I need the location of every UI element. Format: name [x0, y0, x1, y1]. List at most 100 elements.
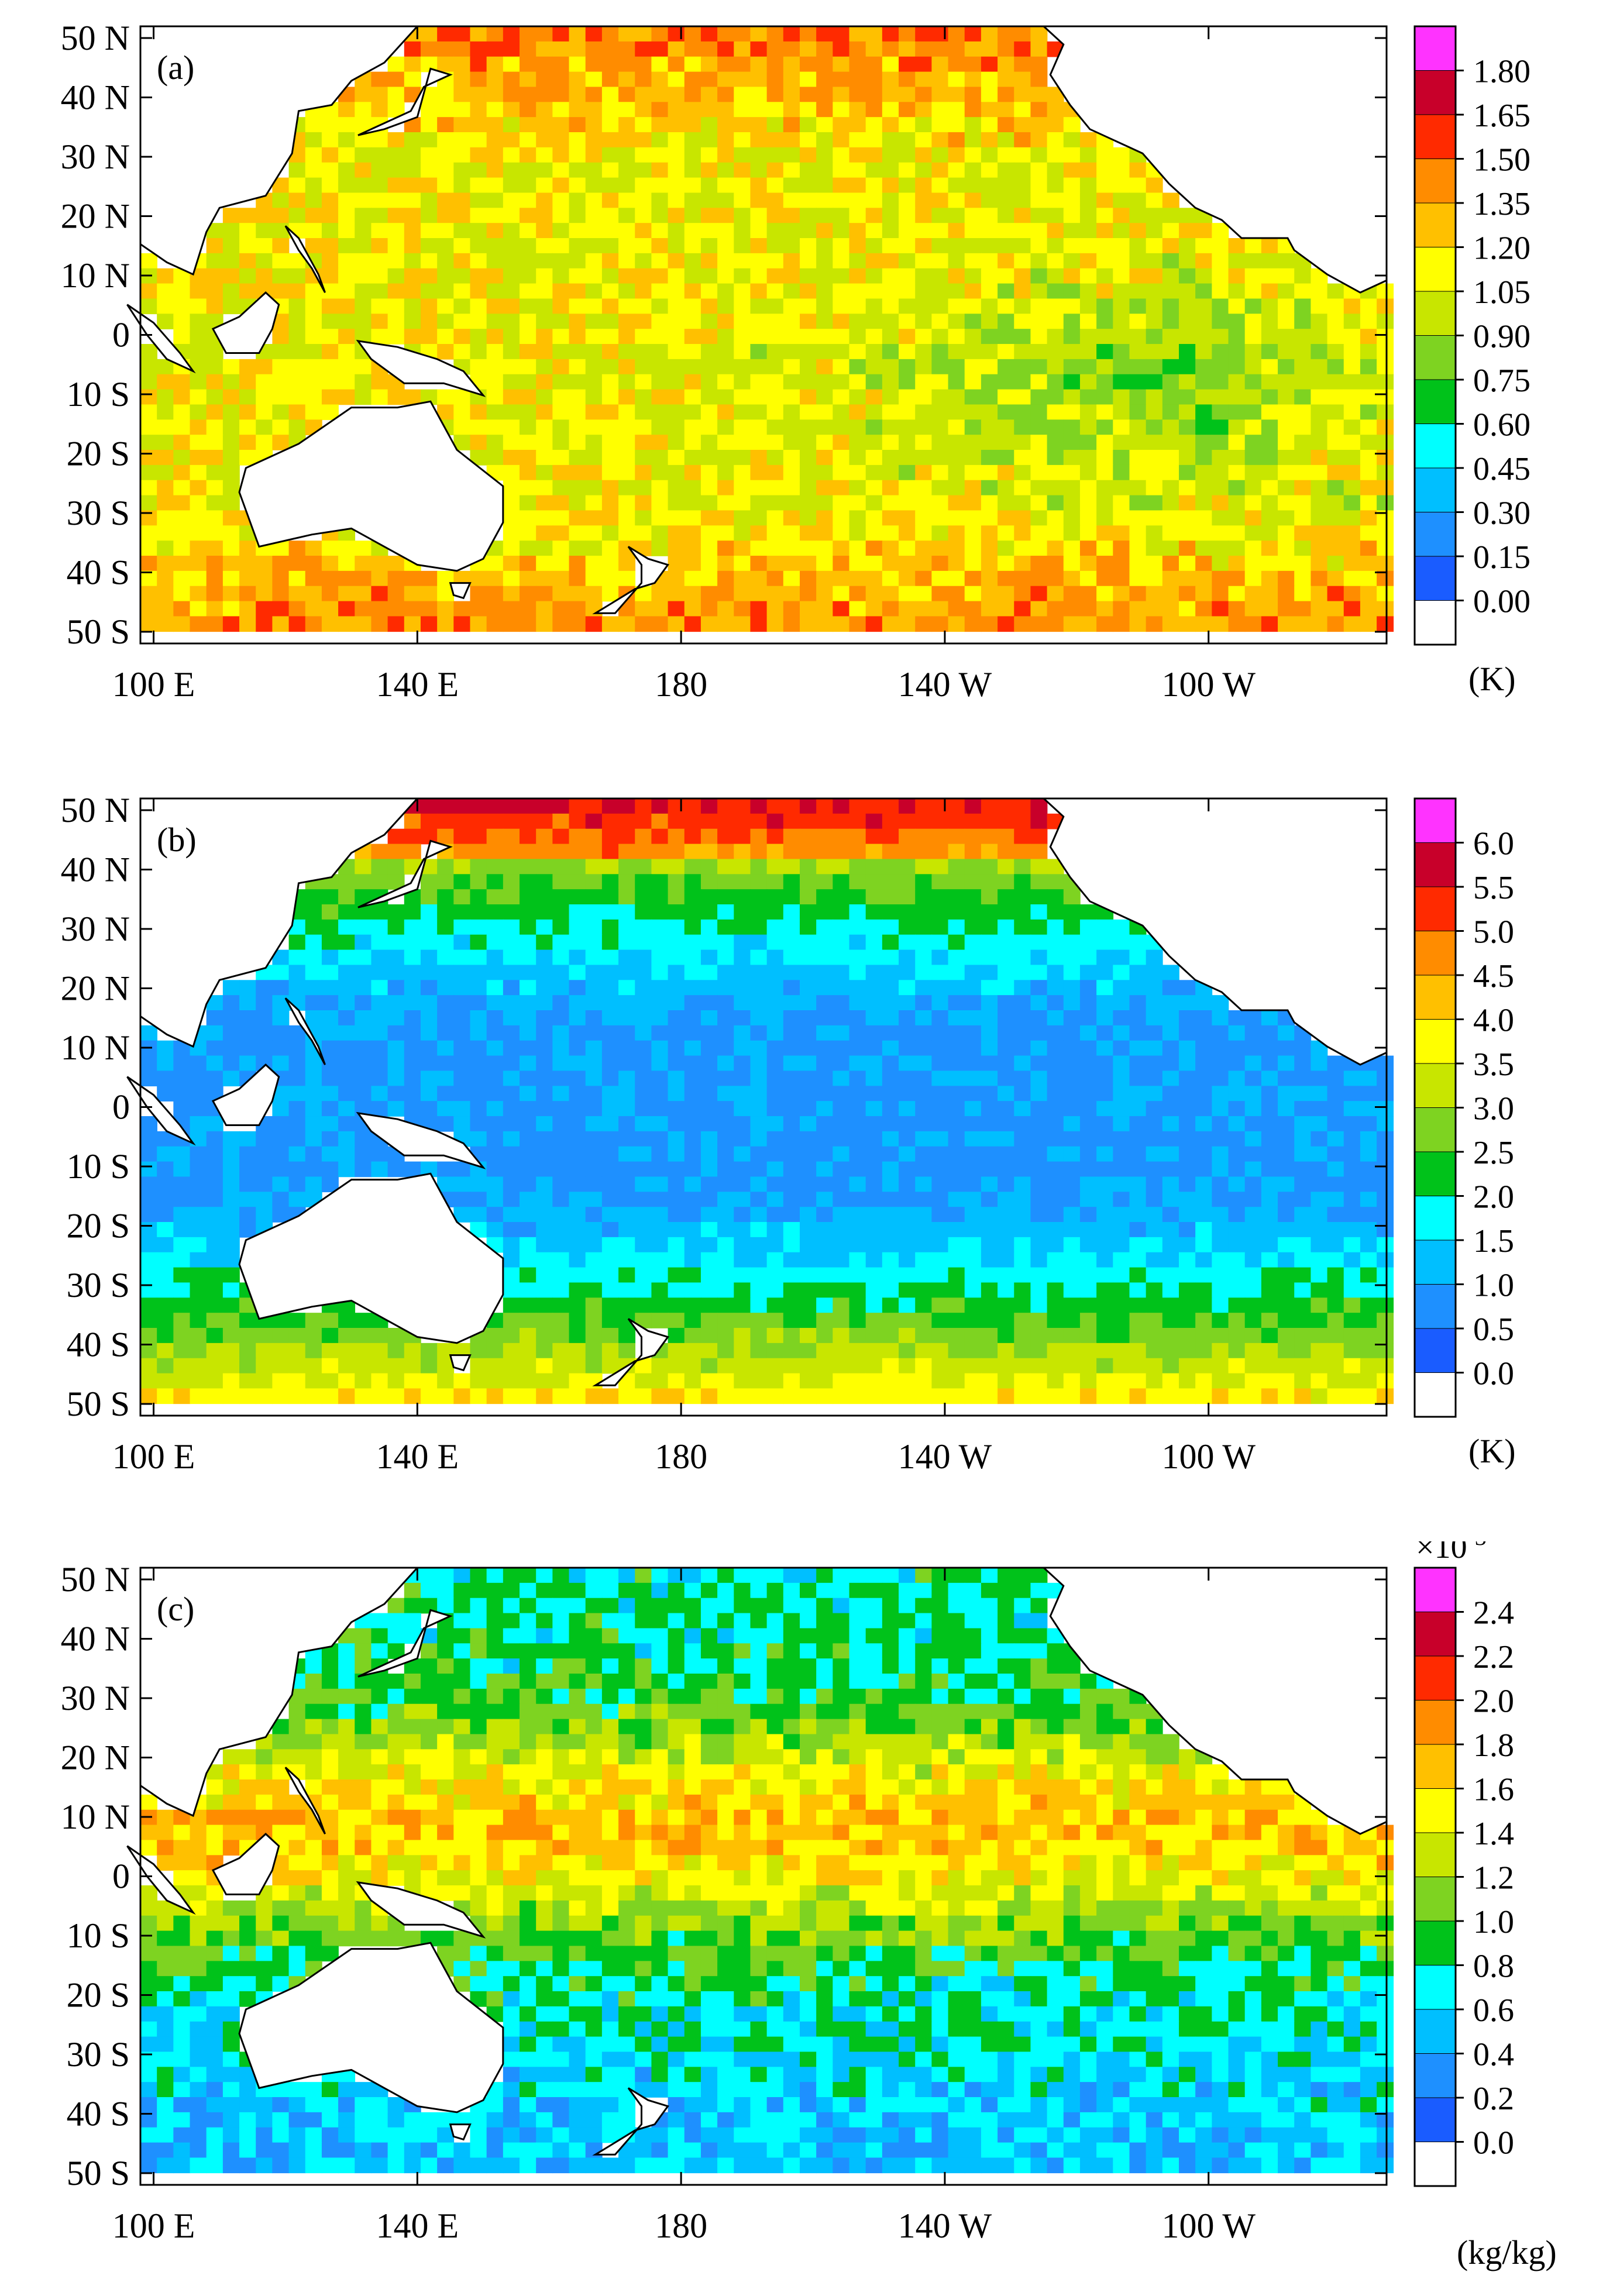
map-grid-cell	[1360, 556, 1377, 572]
map-grid-cell	[651, 1070, 668, 1086]
map-grid-cell	[586, 298, 603, 314]
colorbar-tick-label: 1.35	[1473, 186, 1530, 222]
map-grid-cell	[800, 1070, 817, 1086]
map-grid-cell	[1311, 329, 1327, 345]
map-grid-cell	[1113, 1343, 1130, 1359]
map-grid-cell	[355, 1056, 372, 1072]
map-grid-cell	[882, 329, 899, 345]
map-grid-cell	[1360, 1162, 1377, 1178]
map-grid-cell	[1179, 1282, 1196, 1298]
map-grid-cell	[1162, 1252, 1179, 1268]
colorbar-tick-label: 1.20	[1473, 230, 1530, 267]
map-grid-cell	[437, 132, 454, 148]
map-grid-cell	[981, 935, 998, 951]
map-grid-cell	[503, 904, 520, 920]
map-grid-cell	[685, 920, 701, 935]
map-grid-cell	[190, 541, 207, 556]
map-grid-cell	[1047, 284, 1064, 300]
map-grid-cell	[1080, 435, 1097, 450]
map-grid-cell	[602, 814, 619, 829]
map-grid-cell	[355, 390, 372, 405]
map-grid-cell	[1064, 284, 1081, 300]
map-grid-cell	[569, 1010, 586, 1026]
map-grid-cell	[833, 26, 849, 42]
map-grid-cell	[668, 1252, 685, 1268]
map-grid-cell	[899, 571, 916, 587]
map-grid-cell	[453, 829, 470, 845]
map-grid-cell	[1030, 541, 1047, 556]
map-grid-cell	[289, 284, 306, 300]
map-grid-cell	[1179, 1252, 1196, 1268]
map-grid-cell	[783, 935, 800, 951]
map-grid-cell	[371, 904, 388, 920]
map-grid-cell	[503, 1086, 520, 1101]
map-grid-cell	[536, 1374, 553, 1389]
map-grid-cell	[569, 102, 586, 118]
map-grid-cell	[371, 147, 388, 163]
map-grid-cell	[981, 950, 998, 966]
map-grid-cell	[750, 419, 767, 435]
map-grid-cell	[1030, 586, 1047, 602]
map-grid-cell	[140, 1358, 157, 1374]
map-grid-cell	[190, 1328, 207, 1344]
map-grid-cell	[1377, 601, 1394, 617]
map-grid-cell	[866, 435, 883, 450]
map-grid-cell	[388, 1010, 405, 1026]
map-grid-cell	[338, 1358, 355, 1374]
map-grid-cell	[1212, 1041, 1229, 1056]
map-grid-cell	[520, 798, 536, 814]
map-grid-cell	[899, 178, 916, 194]
map-grid-cell	[223, 525, 240, 541]
map-grid-cell	[618, 980, 635, 996]
map-grid-cell	[305, 178, 322, 194]
map-grid-cell	[1064, 950, 1081, 966]
map-grid-cell	[1080, 616, 1097, 632]
map-grid-cell	[586, 1313, 603, 1328]
map-grid-cell	[866, 571, 883, 587]
map-grid-cell	[190, 1147, 207, 1162]
map-grid-cell	[157, 525, 174, 541]
map-grid-cell	[322, 889, 339, 905]
map-grid-cell	[833, 117, 849, 133]
map-grid-cell	[685, 238, 701, 254]
map-grid-cell	[816, 359, 833, 375]
map-grid-cell	[915, 1237, 932, 1253]
map-grid-cell	[173, 284, 190, 300]
map-grid-cell	[998, 298, 1014, 314]
map-grid-cell	[899, 889, 916, 905]
map-grid-cell	[322, 556, 339, 572]
map-grid-cell	[322, 1358, 339, 1374]
map-grid-cell	[569, 253, 586, 269]
map-grid-cell	[421, 1025, 438, 1041]
map-grid-cell	[668, 344, 685, 360]
map-grid-cell	[223, 1207, 240, 1223]
map-grid-cell	[190, 1070, 207, 1086]
map-grid-cell	[388, 223, 405, 239]
map-grid-cell	[1212, 995, 1229, 1011]
map-grid-cell	[734, 72, 751, 88]
map-grid-cell	[1360, 510, 1377, 526]
map-grid-cell	[651, 1147, 668, 1162]
map-grid-cell	[602, 616, 619, 632]
map-grid-cell	[1311, 284, 1327, 300]
map-grid-cell	[157, 450, 174, 466]
map-grid-cell	[1195, 1313, 1212, 1328]
map-grid-cell	[635, 980, 652, 996]
map-grid-cell	[767, 102, 784, 118]
map-grid-cell	[899, 829, 916, 845]
map-grid-cell	[602, 844, 619, 860]
map-grid-cell	[453, 1010, 470, 1026]
map-grid-cell	[1162, 329, 1179, 345]
lat-label: 30 S	[67, 494, 130, 532]
map-grid-cell	[239, 208, 256, 223]
map-grid-cell	[1162, 192, 1179, 208]
map-grid-cell	[998, 1207, 1014, 1223]
map-grid-cell	[685, 859, 701, 875]
map-grid-cell	[618, 465, 635, 481]
map-grid-cell	[404, 223, 421, 239]
map-grid-cell	[223, 1282, 240, 1298]
map-grid-cell	[1113, 298, 1130, 314]
map-grid-cell	[750, 163, 767, 178]
map-grid-cell	[1179, 1101, 1196, 1117]
